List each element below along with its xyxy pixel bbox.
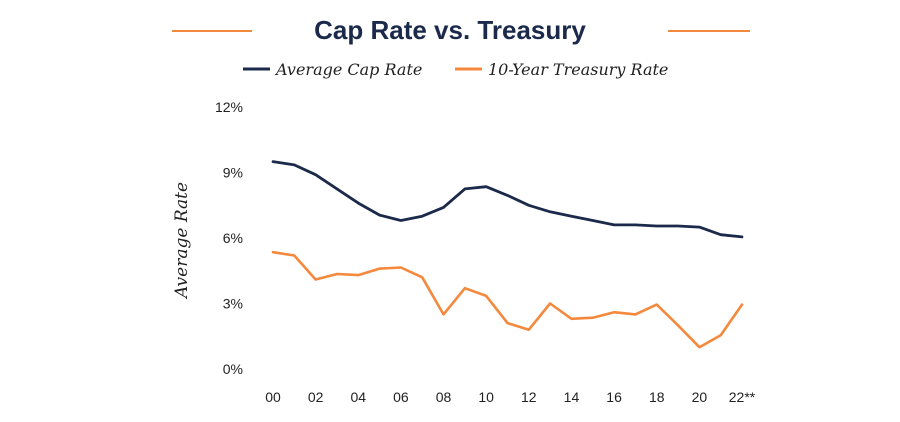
x-tick-label: 06 xyxy=(393,389,409,405)
y-tick-label: 9% xyxy=(223,165,243,181)
x-tick-label: 08 xyxy=(436,389,452,405)
x-tick-label: 00 xyxy=(265,389,281,405)
x-tick-label: 04 xyxy=(350,389,366,405)
chart-title: Cap Rate vs. Treasury xyxy=(314,15,586,45)
y-tick-label: 0% xyxy=(223,361,243,377)
series-line-treasury xyxy=(271,250,744,349)
legend-label-treasury: 10-Year Treasury Rate xyxy=(488,60,668,79)
legend: Average Cap Rate 10-Year Treasury Rate xyxy=(243,60,668,79)
y-tick-label: 6% xyxy=(223,230,243,246)
x-tick-label: 02 xyxy=(308,389,324,405)
y-axis-ticks: 0% 3% 6% 9% 12% xyxy=(215,99,243,377)
y-axis-label: Average Rate xyxy=(172,182,192,300)
x-tick-label: 22** xyxy=(729,389,756,405)
y-tick-label: 12% xyxy=(215,99,243,115)
x-tick-label: 18 xyxy=(649,389,665,405)
x-tick-label: 20 xyxy=(692,389,708,405)
y-tick-label: 3% xyxy=(223,296,243,312)
x-tick-label: 16 xyxy=(606,389,622,405)
x-axis-ticks: 00 02 04 06 08 10 12 14 16 18 20 22** xyxy=(265,389,756,405)
legend-label-cap-rate: Average Cap Rate xyxy=(274,60,422,79)
x-tick-label: 10 xyxy=(478,389,494,405)
plot-area xyxy=(271,160,744,349)
x-tick-label: 12 xyxy=(521,389,537,405)
series-line-cap-rate xyxy=(271,160,744,239)
x-tick-label: 14 xyxy=(564,389,580,405)
